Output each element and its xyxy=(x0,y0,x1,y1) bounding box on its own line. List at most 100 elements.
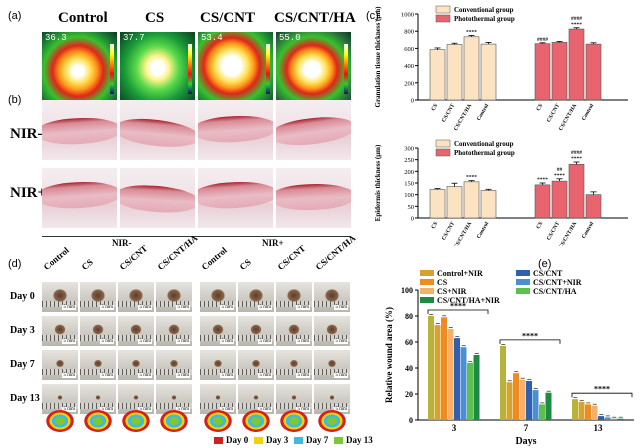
ruler xyxy=(314,301,350,307)
y-tick-label: 40 xyxy=(405,364,413,373)
bar xyxy=(519,379,526,420)
row-label-nir-minus: NIR- xyxy=(10,126,43,142)
x-tick-label: CS/CNT/HA xyxy=(558,221,578,246)
wound-spot xyxy=(167,289,181,302)
scale-bar-label: 5 mm xyxy=(296,407,310,412)
bar xyxy=(463,36,480,101)
panel-label-e: (e) xyxy=(538,258,552,270)
legend-label: CS/CNT/HA+NIR xyxy=(437,296,500,305)
wound-spot xyxy=(53,289,67,302)
bar xyxy=(526,381,532,420)
y-tick-label: 0 xyxy=(411,216,414,223)
panel-label-c: (c) xyxy=(366,10,379,22)
panel-label-b: (b) xyxy=(8,94,22,106)
bar xyxy=(446,186,463,219)
wound-photo: 5 mm xyxy=(238,316,274,346)
temperature-readout: 55.0 xyxy=(279,33,301,43)
scale-bar-label: 5 mm xyxy=(138,305,152,310)
ruler xyxy=(80,369,116,375)
scale-bar-label: 5 mm xyxy=(176,373,190,378)
scale-bar-label: 5 mm xyxy=(334,407,348,412)
wound-spot xyxy=(57,395,63,400)
ruler xyxy=(314,335,350,341)
wound-spot xyxy=(133,395,139,400)
y-tick-label: 100 xyxy=(404,192,414,199)
bar xyxy=(545,392,552,420)
ruler xyxy=(156,301,192,307)
y-tick-label: 200 xyxy=(404,169,414,176)
legend-label: Day 13 xyxy=(346,435,373,445)
bar xyxy=(429,49,446,101)
bar xyxy=(429,189,446,219)
ruler xyxy=(314,403,350,409)
y-axis-title: Relative wound area (%) xyxy=(384,307,394,403)
ruler xyxy=(118,335,154,341)
x-tick-label: CS xyxy=(431,103,440,112)
histology-nir-minus-cs-cnt-ha xyxy=(276,100,351,160)
y-tick-label: 0 xyxy=(409,416,413,425)
ruler xyxy=(80,301,116,307)
col-head-control: Control xyxy=(58,10,108,26)
y-tick-label: 300 xyxy=(404,146,414,153)
legend-label: CS/CNT/HA xyxy=(533,287,577,296)
scale-bar-label: 5 mm xyxy=(100,339,114,344)
y-tick-label: 800 xyxy=(404,29,414,36)
group-line-nir-plus xyxy=(200,236,351,237)
wound-spot xyxy=(92,324,104,335)
wound-photo: 5 mm xyxy=(314,282,350,312)
wound-photo: 5 mm xyxy=(42,384,78,414)
legend-swatch xyxy=(516,270,530,276)
significance-bracket xyxy=(427,309,489,314)
histology-nir-minus-cs xyxy=(120,100,195,160)
wound-spot xyxy=(214,359,222,368)
wound-spot xyxy=(212,324,224,335)
wound-spot xyxy=(329,395,335,400)
wound-trace xyxy=(84,410,112,432)
scale-bar-label: 5 mm xyxy=(100,305,114,310)
y-tick-label: 100 xyxy=(401,286,413,295)
thermal-image-cs-cnt-ha: 55.0 xyxy=(276,32,351,107)
bar xyxy=(480,43,497,101)
color-scale xyxy=(266,44,270,94)
scale-bar-label: 5 mm xyxy=(62,407,76,412)
wound-photo: 5 mm xyxy=(80,282,116,312)
wound-photo: 5 mm xyxy=(276,384,312,414)
significance-label: #### xyxy=(571,16,582,22)
scale-bar-label: 5 mm xyxy=(220,339,234,344)
significance-label: ## xyxy=(557,167,563,173)
wound-spot xyxy=(132,359,140,368)
y-tick-label: 80 xyxy=(405,312,413,321)
trace-day-13 xyxy=(213,417,223,425)
legend-label: Day 7 xyxy=(306,435,329,445)
scale-bar-label: 5 mm xyxy=(138,373,152,378)
wound-photo: 5 mm xyxy=(118,316,154,346)
significance-bracket xyxy=(499,339,561,344)
y-axis-title: Granulation tissue thickness (μm) xyxy=(374,6,382,108)
legend-label: CS/CNT+NIR xyxy=(533,278,582,287)
wound-spot xyxy=(250,324,262,335)
trace-day-13 xyxy=(93,417,103,425)
trace-day-13 xyxy=(55,417,65,425)
wound-spot xyxy=(326,324,338,335)
wound-column-label: Control xyxy=(41,245,71,272)
thermal-image-cs-cnt: 53.4 xyxy=(198,32,273,107)
bar xyxy=(617,418,624,420)
group-label-nir-minus: NIR- xyxy=(112,238,132,248)
ruler xyxy=(276,301,312,307)
scale-bar-label: 5 mm xyxy=(296,305,310,310)
bar xyxy=(513,373,519,420)
wound-photo: 5 mm xyxy=(200,384,236,414)
color-scale xyxy=(110,44,114,94)
bar xyxy=(463,181,480,219)
wound-column-label: CS/CNT/HA xyxy=(313,232,358,272)
wound-column-label: Control xyxy=(199,245,229,272)
ruler xyxy=(276,335,312,341)
x-tick-label: CS xyxy=(431,221,440,230)
wound-photo: 5 mm xyxy=(200,282,236,312)
wound-spot xyxy=(253,395,259,400)
bar xyxy=(598,416,604,420)
bar xyxy=(428,316,434,420)
wound-photo: 5 mm xyxy=(200,350,236,380)
x-tick-label: CS/CNT xyxy=(546,221,561,242)
wound-photo: 5 mm xyxy=(276,316,312,346)
